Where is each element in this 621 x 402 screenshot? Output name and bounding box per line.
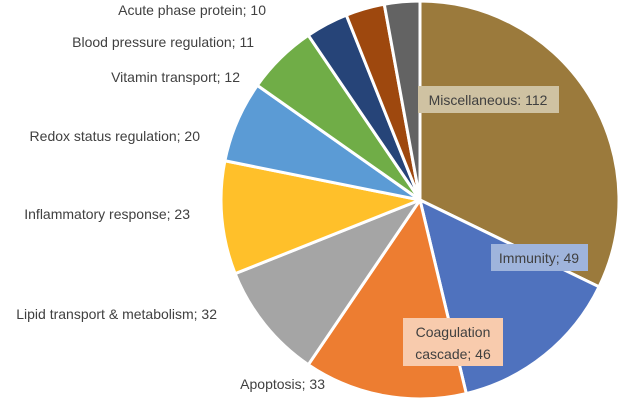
- slice-label-miscellaneous: Miscellaneous: 112: [418, 86, 559, 113]
- slice-label-redox-status-regulation: Redox status regulation; 20: [30, 128, 201, 144]
- slice-label-text: Coagulation: [416, 324, 491, 340]
- slice-label-blood-pressure-regulation: Blood pressure regulation; 11: [72, 34, 254, 50]
- pie-slice-apoptosis: [233, 198, 422, 367]
- slice-label-immunity: Immunity; 49: [491, 244, 588, 271]
- slice-label-text: Miscellaneous: 112: [429, 92, 548, 108]
- slice-label-inflammatory-response: Inflammatory response; 23: [24, 206, 190, 222]
- slice-label-box: [491, 244, 588, 271]
- slice-label-acute-phase-protein: Acute phase protein; 10: [118, 2, 266, 18]
- labels-layer: Miscellaneous: 112 Immunity; 49 Coagulatio…: [16, 2, 588, 392]
- slice-label-lipid-transport-and-metabolism: Lipid transport & metabolism; 32: [16, 306, 217, 322]
- pie-slice-acute-phase-protein: [382, 0, 422, 202]
- slice-label-text: cascade; 46: [415, 346, 491, 362]
- pie-slice-lipid-transport-and-metabolism: [219, 159, 422, 276]
- slice-label-text: Immunity; 49: [499, 250, 579, 266]
- slice-label-vitamin-transport: Vitamin transport; 12: [111, 69, 240, 85]
- pie-slice-miscellaneous: [418, 0, 621, 289]
- slices-layer: [219, 0, 621, 401]
- slice-label-box: [403, 318, 503, 366]
- slice-label-box: [418, 86, 559, 113]
- slice-label-apoptosis: Apoptosis; 33: [240, 376, 325, 392]
- slice-label-coagulation-cascade: Coagulation cascade; 46: [403, 318, 503, 366]
